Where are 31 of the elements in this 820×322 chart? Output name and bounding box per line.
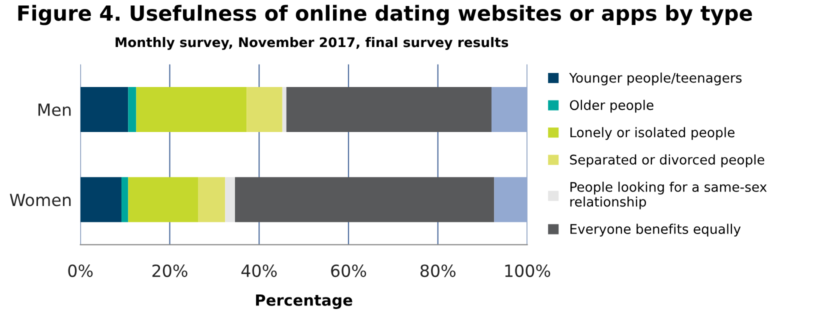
x-tick-label: 80% (420, 264, 456, 278)
y-tick-label: Men (38, 104, 71, 116)
legend-label: Separated or divorced people (570, 154, 764, 168)
legend-label: Lonely or isolated people (570, 127, 734, 140)
bar (282, 86, 286, 132)
bar (136, 86, 247, 132)
legend-label: People looking for a same-sex relationship (570, 182, 767, 210)
bar (225, 177, 235, 222)
x-tick-label: 20% (152, 264, 188, 278)
chart-subtitle: Monthly survey, November 2017, final survey results (116, 37, 508, 50)
x-tick-label: 100% (505, 264, 550, 278)
bar (234, 177, 494, 222)
bar (128, 177, 198, 222)
bar (80, 177, 122, 222)
legend-label: Older people (570, 100, 654, 113)
x-axis-title: Percentage (256, 294, 352, 309)
bar (198, 177, 226, 222)
x-tick-label: 0% (68, 264, 93, 278)
bar (492, 86, 528, 132)
x-tick-label: 40% (241, 264, 277, 278)
y-tick-label: Women (10, 194, 71, 206)
legend-label: Everyone benefits equally (570, 224, 741, 237)
bar (246, 86, 282, 132)
bar (121, 177, 128, 222)
x-tick-label: 60% (331, 264, 366, 278)
bar (494, 177, 528, 222)
legend-label: Younger people/teenagers (569, 72, 742, 86)
bar (128, 86, 136, 132)
chart-title: Figure 4. Usefulness of online dating websites or apps by type (18, 4, 752, 26)
bar (286, 86, 492, 132)
bar (80, 86, 128, 132)
